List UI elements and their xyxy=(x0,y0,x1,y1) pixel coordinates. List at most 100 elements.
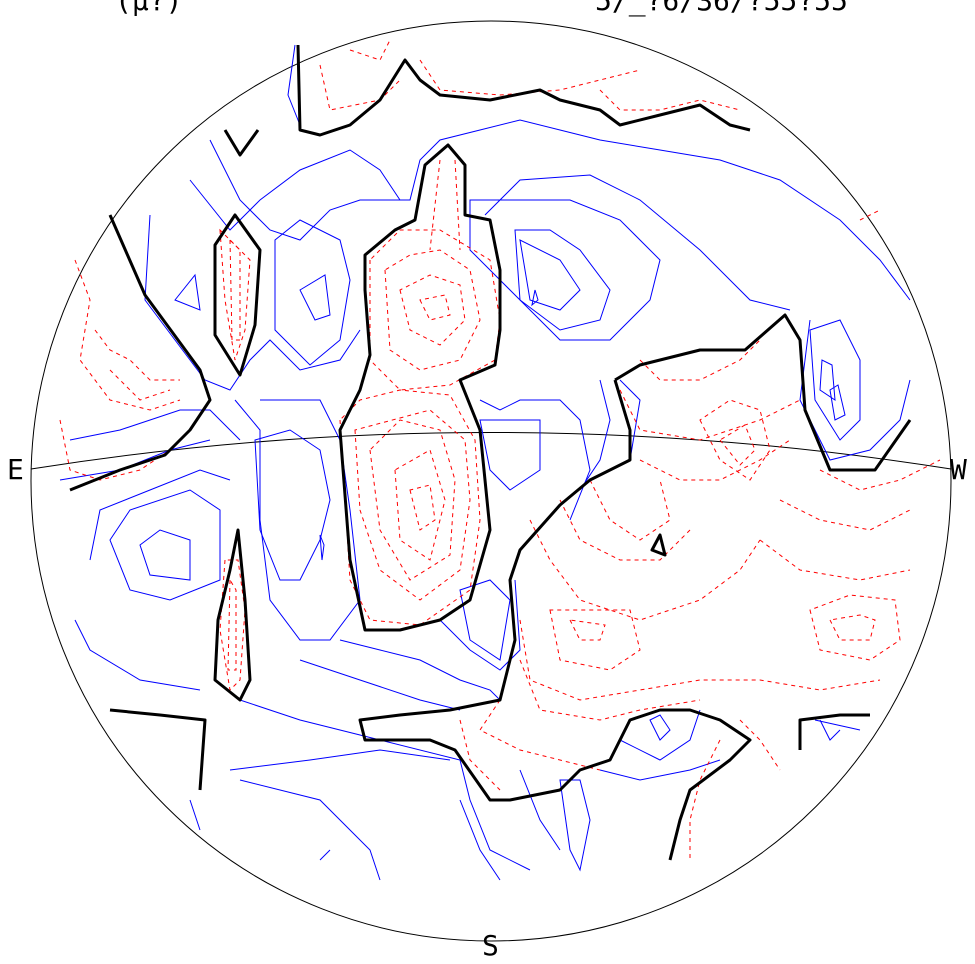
negative-contour xyxy=(369,419,456,581)
positive-contour xyxy=(109,489,221,601)
positive-contour xyxy=(174,273,201,311)
negative-contour xyxy=(519,659,701,721)
positive-contour xyxy=(829,384,846,421)
negative-contour xyxy=(809,594,901,661)
positive-contour xyxy=(89,469,231,561)
header-left-text: (μ?) xyxy=(115,0,182,17)
zero-contour xyxy=(614,313,912,472)
positive-contour xyxy=(319,534,325,561)
positive-contour xyxy=(799,319,911,461)
positive-contour xyxy=(809,319,861,441)
negative-contour xyxy=(454,159,461,251)
zero-contour xyxy=(213,213,262,377)
positive-contour xyxy=(619,709,701,761)
negative-contour xyxy=(354,409,471,601)
negative-contour xyxy=(479,699,601,771)
west-label: W xyxy=(950,453,967,486)
positive-contour xyxy=(649,714,671,741)
zero-contour xyxy=(69,214,212,492)
positive-contour xyxy=(299,659,461,711)
positive-contour xyxy=(599,759,721,781)
negative-contour xyxy=(619,389,801,441)
positive-contour xyxy=(287,44,301,126)
negative-contour xyxy=(529,519,761,621)
primitive-circle xyxy=(30,20,952,942)
negative-contour xyxy=(409,484,436,531)
negative-contour xyxy=(74,259,181,411)
positive-contour xyxy=(479,399,591,521)
south-label: S xyxy=(482,929,499,962)
negative-contour xyxy=(699,399,771,481)
negative-contour xyxy=(229,238,241,341)
positive-contour xyxy=(459,799,501,881)
positive-contour xyxy=(144,214,361,391)
positive-contour xyxy=(819,359,836,401)
negative-contour xyxy=(599,89,741,111)
negative-contour xyxy=(819,459,941,491)
positive-contour xyxy=(484,174,791,311)
positive-contour xyxy=(514,229,611,331)
positive-contour xyxy=(234,399,361,641)
zero-contour xyxy=(223,129,260,157)
negative-contour xyxy=(339,389,481,626)
positive-contour xyxy=(189,799,201,831)
positive-contour xyxy=(559,779,591,872)
positive-contour xyxy=(274,219,351,366)
positive-contour xyxy=(319,849,331,861)
negative-contour xyxy=(519,619,881,701)
zero-contour xyxy=(650,533,667,557)
positive-contour xyxy=(479,419,541,491)
positive-contour xyxy=(579,379,611,491)
negative-contour xyxy=(559,499,691,561)
positive-contour xyxy=(74,619,201,691)
negative-contour xyxy=(859,209,881,221)
positive-contour xyxy=(459,579,511,661)
negative-contour xyxy=(549,609,641,671)
positive-contour xyxy=(229,749,451,771)
positive-contour xyxy=(239,779,381,881)
zero-contour xyxy=(338,143,502,632)
negative-contour xyxy=(219,559,246,692)
positive-contour xyxy=(519,769,561,851)
positive-contour xyxy=(619,379,641,461)
negative-contour xyxy=(227,578,237,671)
negative-contour xyxy=(689,739,721,860)
negative-contour xyxy=(399,274,466,346)
positive-contour xyxy=(814,719,861,731)
zero-contour xyxy=(358,379,752,861)
negative-contour xyxy=(109,369,171,401)
negative-contour xyxy=(589,479,671,541)
zero-contour xyxy=(109,708,207,791)
negative-contour xyxy=(639,339,761,381)
negative-contour xyxy=(779,499,911,531)
negative-contour xyxy=(59,419,171,481)
negative-contour xyxy=(759,539,911,581)
positive-contour xyxy=(299,274,331,321)
negative-contour xyxy=(419,294,451,321)
positive-contour xyxy=(519,239,581,311)
negative-contour xyxy=(569,619,606,641)
negative-contour xyxy=(419,59,641,96)
negative-contour xyxy=(739,719,781,771)
negative-contour xyxy=(829,614,876,641)
positive-contour xyxy=(469,199,661,341)
negative-contour xyxy=(394,449,446,561)
positive-contour xyxy=(209,119,911,301)
contours xyxy=(59,39,941,881)
positive-contour xyxy=(239,699,531,871)
negative-contour xyxy=(349,39,391,61)
positive-contour xyxy=(339,639,501,701)
zero-contour xyxy=(296,44,751,137)
positive-contour xyxy=(69,409,241,441)
header-right-text: 5/_?6/36/?55?55 xyxy=(595,0,848,18)
positive-contour xyxy=(59,439,211,481)
positive-contour xyxy=(189,149,401,231)
negative-contour xyxy=(719,424,756,466)
negative-contour xyxy=(429,159,441,251)
positive-contour xyxy=(254,429,331,581)
positive-contour xyxy=(531,289,539,307)
zero-contour xyxy=(798,713,870,750)
positive-contour xyxy=(439,579,521,671)
positive-contour xyxy=(819,719,841,741)
